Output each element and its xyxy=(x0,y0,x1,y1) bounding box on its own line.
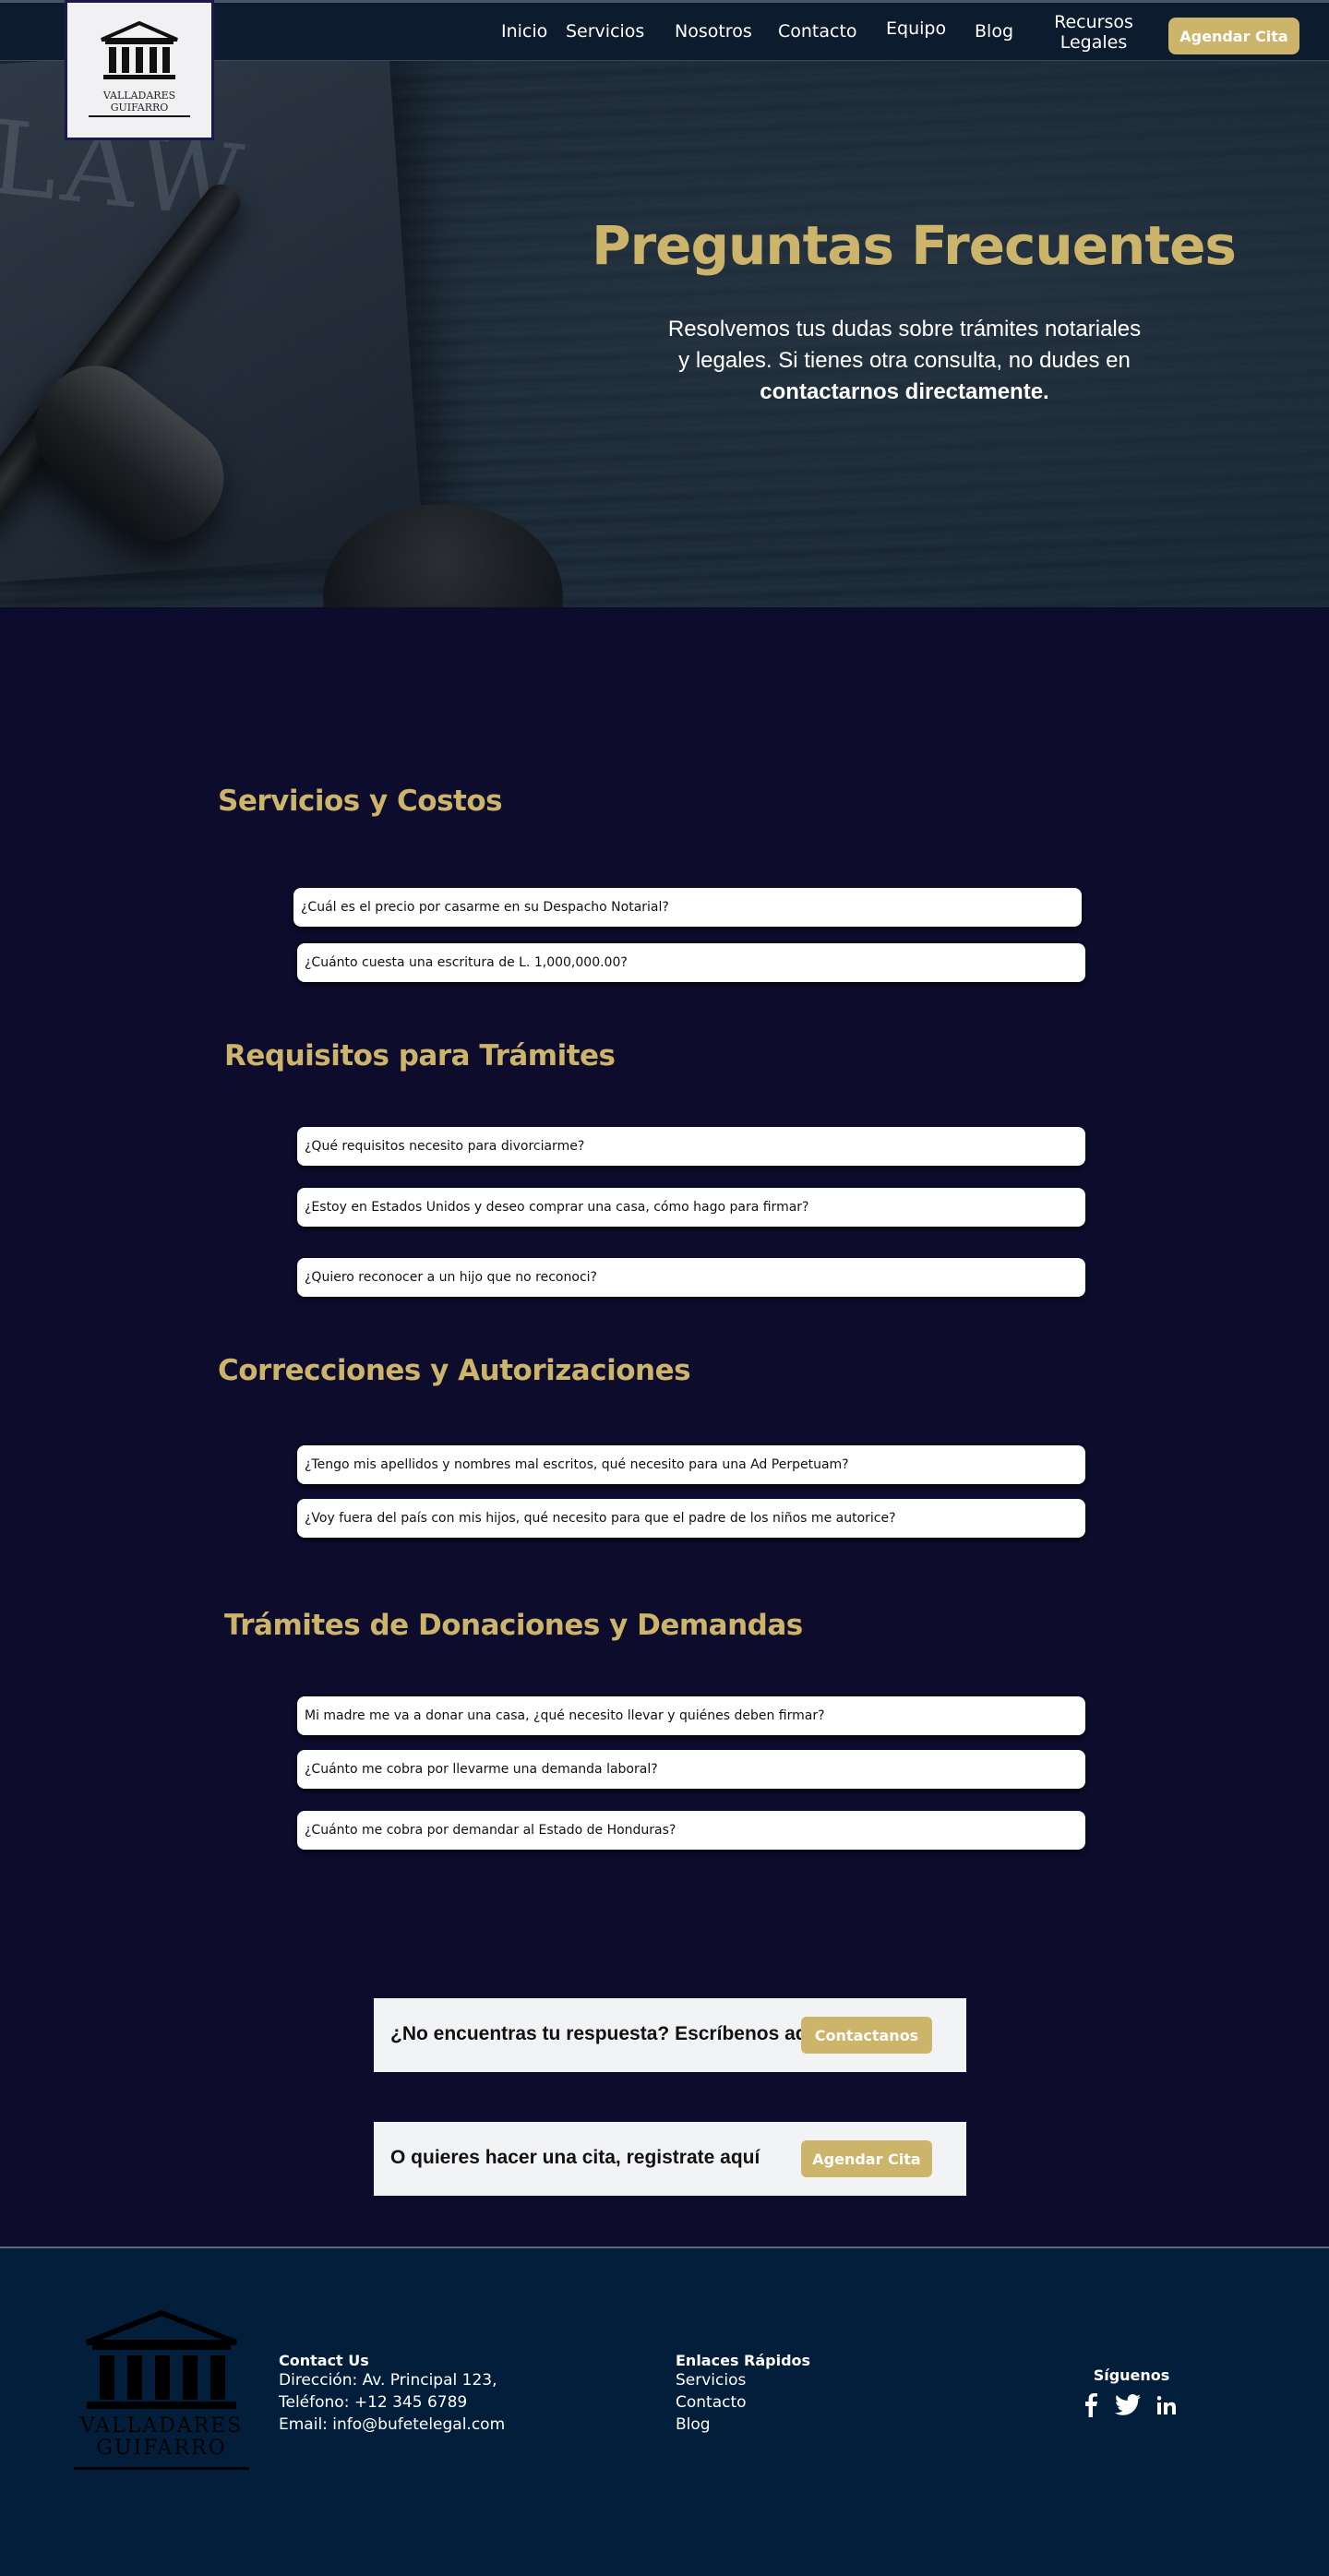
footer-phone: Teléfono: +12 345 6789 xyxy=(279,2393,468,2412)
facebook-icon[interactable] xyxy=(1084,2393,1098,2417)
nav-item-servicios[interactable]: Servicios xyxy=(566,21,645,42)
contactanos-button[interactable]: Contactanos xyxy=(801,2017,932,2054)
faq-question[interactable]: ¿Qué requisitos necesito para divorciarm… xyxy=(297,1127,1085,1166)
section-title-correcciones: Correcciones y Autorizaciones xyxy=(218,1354,691,1387)
appointment-cta-text: O quieres hacer una cita, registrate aqu… xyxy=(390,2147,760,2168)
twitter-icon[interactable] xyxy=(1115,2394,1141,2416)
columns-logo-icon xyxy=(85,2309,238,2409)
logo-underline-icon xyxy=(74,2467,249,2470)
page-title: Preguntas Frecuentes xyxy=(592,214,1237,277)
site-logo[interactable]: VALLADARES GUIFARRO xyxy=(65,0,214,140)
faq-question[interactable]: ¿Estoy en Estados Unidos y deseo comprar… xyxy=(297,1188,1085,1227)
logo-line1: VALLADARES xyxy=(102,90,176,102)
footer-logo-line1: VALLADARES xyxy=(79,2414,244,2438)
hero-banner: LAW Preguntas Frecuentes Resolvemos tus … xyxy=(0,61,1329,607)
footer-address: Dirección: Av. Principal 123, xyxy=(279,2371,497,2390)
logo-underline-icon xyxy=(89,115,190,117)
footer: VALLADARES GUIFARRO Contact Us Dirección… xyxy=(0,2247,1329,2576)
footer-link-blog[interactable]: Blog xyxy=(676,2415,711,2434)
hero-subtitle-bold: contactarnos directamente. xyxy=(760,379,1049,404)
faq-question[interactable]: ¿Quiero reconocer a un hijo que no recon… xyxy=(297,1258,1085,1297)
footer-link-contacto[interactable]: Contacto xyxy=(676,2393,747,2412)
section-title-requisitos: Requisitos para Trámites xyxy=(224,1039,616,1072)
footer-contact: Contact Us Dirección: Av. Principal 123,… xyxy=(279,2352,505,2436)
hero-subtitle: Resolvemos tus dudas sobre trámites nota… xyxy=(637,314,1172,408)
section-title-servicios-costos: Servicios y Costos xyxy=(218,785,503,818)
hero-subtitle-line2: y legales. Si tienes otra consulta, no d… xyxy=(678,348,1131,373)
faq-question[interactable]: ¿Cuál es el precio por casarme en su Des… xyxy=(293,888,1082,927)
nav-item-recursos-line1: Recursos xyxy=(1054,12,1133,32)
nav-item-nosotros[interactable]: Nosotros xyxy=(675,21,752,42)
faq-question[interactable]: ¿Cuánto cuesta una escritura de L. 1,000… xyxy=(297,943,1085,982)
footer-social: Síguenos xyxy=(1084,2366,1179,2417)
faq-question[interactable]: Mi madre me va a donar una casa, ¿qué ne… xyxy=(297,1696,1085,1735)
hero-overlay xyxy=(0,61,1329,607)
faq-question[interactable]: ¿Cuánto me cobra por llevarme una demand… xyxy=(297,1750,1085,1789)
agendar-cita-button[interactable]: Agendar Cita xyxy=(801,2140,932,2177)
logo-line2: GUIFARRO xyxy=(110,102,169,114)
nav-item-recursos-line2: Legales xyxy=(1060,32,1128,53)
nav-item-blog[interactable]: Blog xyxy=(975,21,1013,42)
faq-question[interactable]: ¿Cuánto me cobra por demandar al Estado … xyxy=(297,1811,1085,1850)
hero-subtitle-line1: Resolvemos tus dudas sobre trámites nota… xyxy=(667,317,1142,341)
footer-email[interactable]: Email: info@bufetelegal.com xyxy=(279,2415,506,2434)
nav-item-contacto[interactable]: Contacto xyxy=(778,21,857,42)
footer-follow-title: Síguenos xyxy=(1093,2366,1170,2384)
footer-quick-links: Enlaces Rápidos Servicios Contacto Blog xyxy=(676,2352,810,2436)
nav-agendar-cita-button[interactable]: Agendar Cita xyxy=(1168,18,1299,54)
nav-item-inicio[interactable]: Inicio xyxy=(501,21,548,42)
contact-cta-box: ¿No encuentras tu respuesta? Escríbenos … xyxy=(374,1998,966,2072)
columns-logo-icon xyxy=(101,21,178,79)
linkedin-icon[interactable] xyxy=(1157,2396,1176,2414)
footer-logo-line2: GUIFARRO xyxy=(96,2437,227,2460)
footer-link-servicios[interactable]: Servicios xyxy=(676,2371,747,2390)
contact-cta-text: ¿No encuentras tu respuesta? Escríbenos … xyxy=(390,2023,831,2044)
footer-logo[interactable]: VALLADARES GUIFARRO xyxy=(74,2309,249,2476)
nav-item-recursos-legales[interactable]: Recursos Legales xyxy=(1052,12,1135,53)
top-navigation: Inicio Servicios Nosotros Contacto Equip… xyxy=(0,0,1329,61)
faq-question[interactable]: ¿Tengo mis apellidos y nombres mal escri… xyxy=(297,1445,1085,1484)
footer-contact-title: Contact Us xyxy=(279,2352,369,2369)
section-title-donaciones: Trámites de Donaciones y Demandas xyxy=(224,1609,803,1642)
appointment-cta-box: O quieres hacer una cita, registrate aqu… xyxy=(374,2122,966,2196)
faq-question[interactable]: ¿Voy fuera del país con mis hijos, qué n… xyxy=(297,1499,1085,1538)
footer-links-title: Enlaces Rápidos xyxy=(676,2352,811,2369)
nav-item-equipo[interactable]: Equipo xyxy=(886,18,947,39)
